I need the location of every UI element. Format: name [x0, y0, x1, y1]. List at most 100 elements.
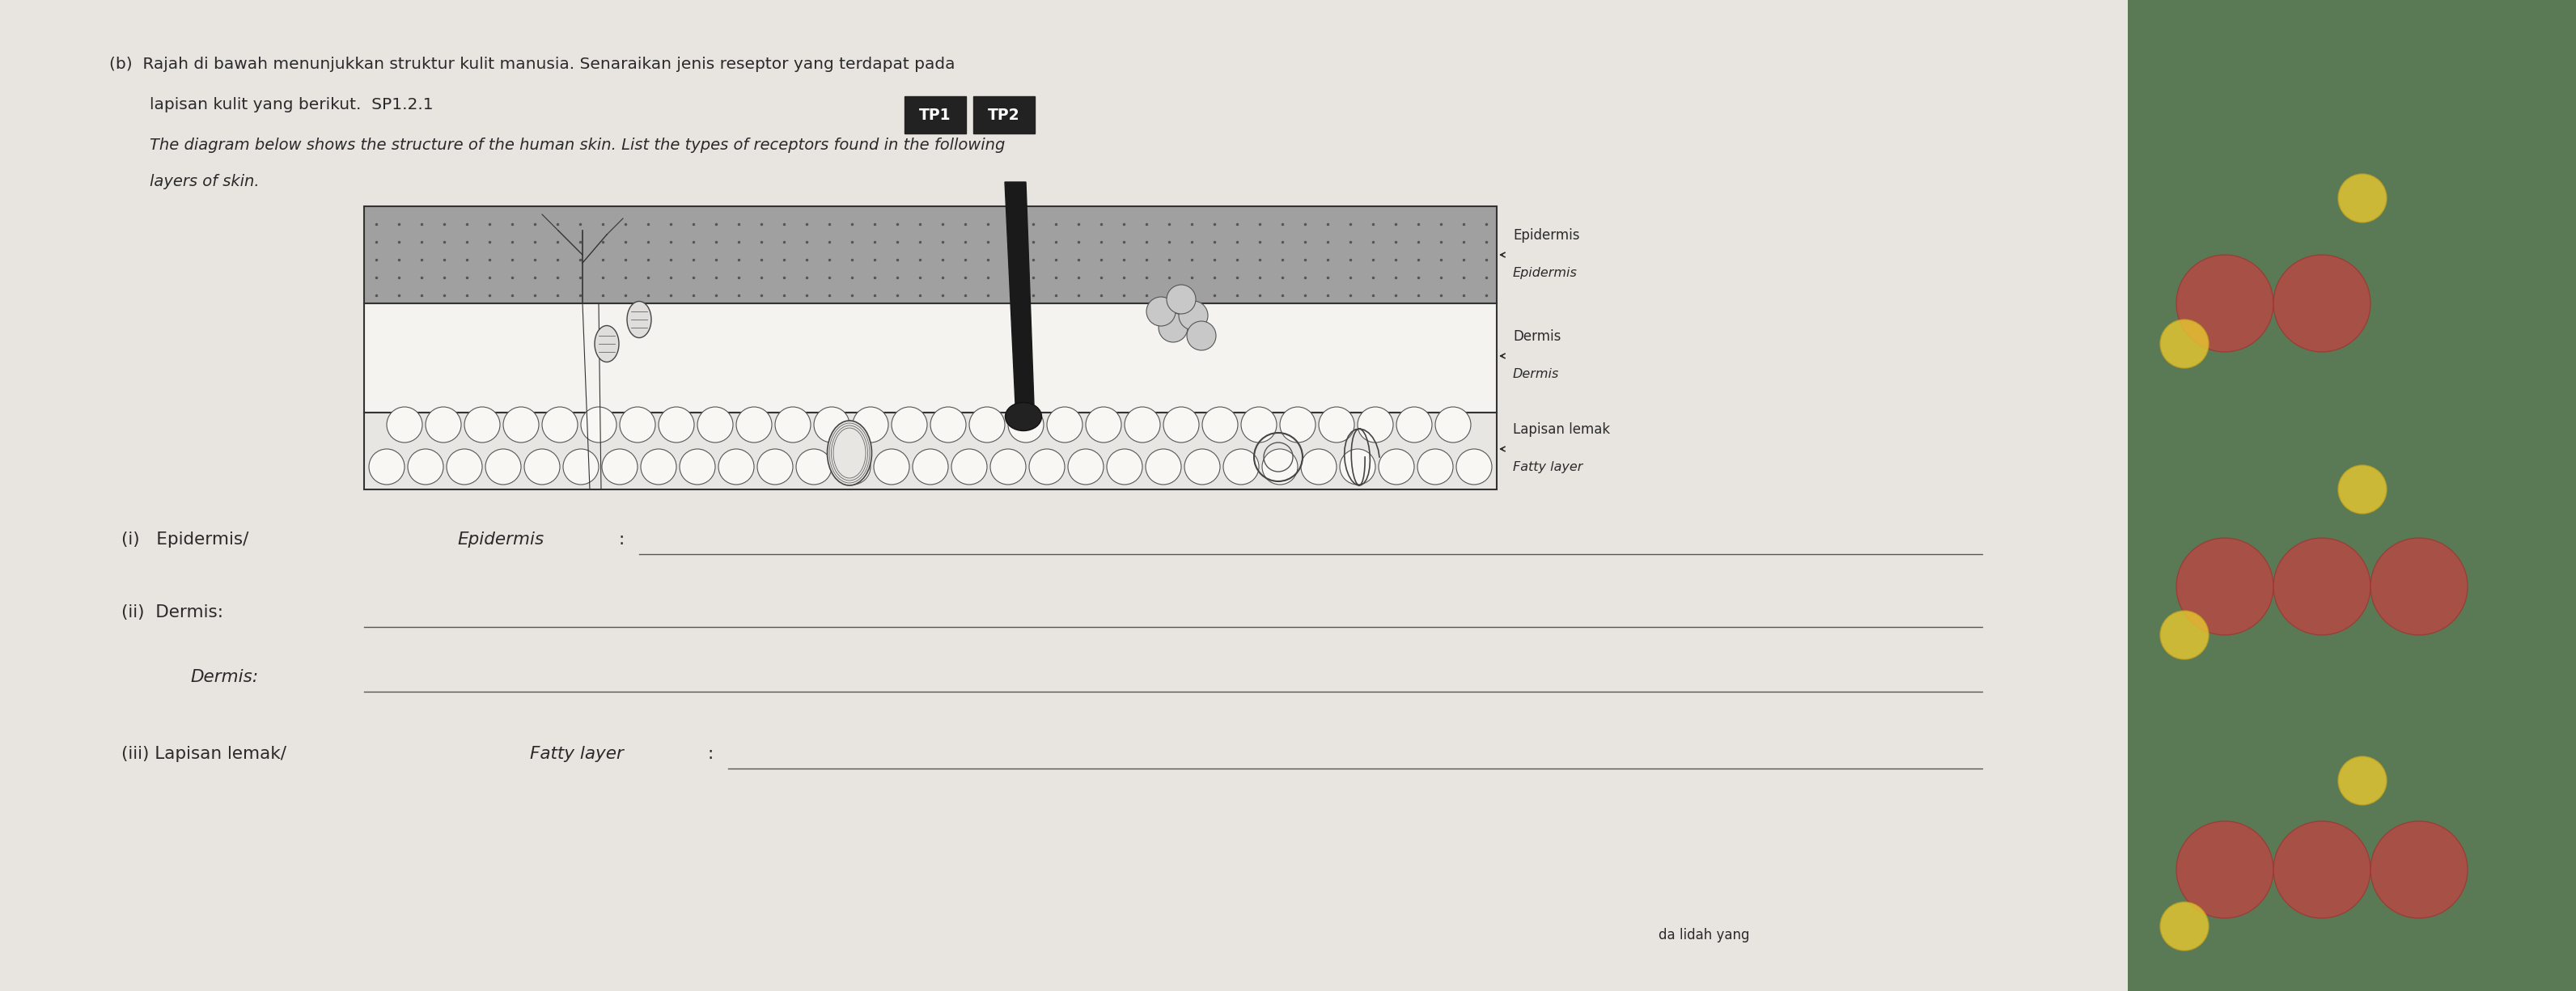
Circle shape: [2161, 319, 2208, 368]
Circle shape: [1164, 407, 1198, 443]
Circle shape: [1319, 407, 1355, 443]
Circle shape: [386, 407, 422, 443]
Circle shape: [1159, 313, 1188, 342]
Circle shape: [1108, 449, 1141, 485]
Circle shape: [775, 407, 811, 443]
Circle shape: [796, 449, 832, 485]
Text: :: :: [618, 531, 626, 548]
Text: :: :: [708, 746, 714, 762]
Circle shape: [502, 407, 538, 443]
Text: The diagram below shows the structure of the human skin. List the types of recep: The diagram below shows the structure of…: [149, 138, 1005, 153]
Text: (b)  Rajah di bawah menunjukkan struktur kulit manusia. Senaraikan jenis resepto: (b) Rajah di bawah menunjukkan struktur …: [108, 56, 956, 72]
Text: Dermis:: Dermis:: [191, 669, 258, 685]
Circle shape: [1180, 301, 1208, 330]
Circle shape: [1262, 449, 1298, 485]
Circle shape: [951, 449, 987, 485]
Circle shape: [853, 407, 889, 443]
Text: TP1: TP1: [920, 107, 951, 123]
Circle shape: [1417, 449, 1453, 485]
Ellipse shape: [1005, 402, 1041, 431]
Bar: [363, 206, 1497, 303]
Circle shape: [659, 407, 693, 443]
Text: Epidermis: Epidermis: [1512, 228, 1579, 243]
Circle shape: [1167, 284, 1195, 314]
Circle shape: [541, 407, 577, 443]
Ellipse shape: [626, 301, 652, 338]
Circle shape: [814, 407, 850, 443]
Circle shape: [912, 449, 948, 485]
Circle shape: [2275, 255, 2370, 352]
Circle shape: [641, 449, 677, 485]
Circle shape: [564, 449, 598, 485]
Circle shape: [2370, 822, 2468, 919]
Circle shape: [582, 407, 616, 443]
Circle shape: [737, 407, 773, 443]
Circle shape: [835, 449, 871, 485]
Bar: [2128, 0, 2576, 991]
Circle shape: [1301, 449, 1337, 485]
Text: Dermis: Dermis: [1512, 329, 1561, 344]
Ellipse shape: [827, 420, 871, 486]
Circle shape: [1188, 321, 1216, 350]
Text: lapisan kulit yang berikut.  SP1.2.1: lapisan kulit yang berikut. SP1.2.1: [149, 97, 438, 112]
Text: Fatty layer: Fatty layer: [1512, 461, 1582, 474]
Circle shape: [603, 449, 636, 485]
Circle shape: [680, 449, 716, 485]
Circle shape: [425, 407, 461, 443]
Circle shape: [1242, 407, 1278, 443]
Text: (i)   Epidermis/: (i) Epidermis/: [121, 531, 250, 548]
Circle shape: [2339, 174, 2388, 222]
Circle shape: [2177, 822, 2275, 919]
Circle shape: [2275, 538, 2370, 635]
Text: (iii) Lapisan lemak/: (iii) Lapisan lemak/: [121, 746, 286, 762]
Text: (ii)  Dermis:: (ii) Dermis:: [121, 605, 224, 620]
Text: TP2: TP2: [989, 107, 1020, 123]
Circle shape: [464, 407, 500, 443]
Circle shape: [1146, 449, 1182, 485]
Circle shape: [368, 449, 404, 485]
Circle shape: [1224, 449, 1260, 485]
Circle shape: [407, 449, 443, 485]
Circle shape: [1028, 449, 1064, 485]
Circle shape: [1455, 449, 1492, 485]
Circle shape: [2339, 465, 2388, 513]
Circle shape: [1435, 407, 1471, 443]
Bar: [363, 412, 1497, 490]
Circle shape: [969, 407, 1005, 443]
Circle shape: [2275, 822, 2370, 919]
Circle shape: [719, 449, 755, 485]
Circle shape: [2370, 538, 2468, 635]
Circle shape: [2161, 610, 2208, 659]
Circle shape: [446, 449, 482, 485]
Text: da lidah yang: da lidah yang: [1659, 928, 1749, 942]
Circle shape: [1069, 449, 1103, 485]
Circle shape: [2177, 255, 2275, 352]
Circle shape: [1340, 449, 1376, 485]
Circle shape: [1185, 449, 1221, 485]
Circle shape: [2177, 538, 2275, 635]
Ellipse shape: [595, 326, 618, 362]
Text: Dermis: Dermis: [1512, 368, 1558, 381]
Circle shape: [930, 407, 966, 443]
Text: Lapisan lemak: Lapisan lemak: [1512, 422, 1610, 437]
FancyBboxPatch shape: [904, 96, 966, 134]
Bar: [0, 0, 2143, 991]
Circle shape: [526, 449, 559, 485]
Circle shape: [698, 407, 734, 443]
Circle shape: [2161, 902, 2208, 950]
Circle shape: [873, 449, 909, 485]
Circle shape: [1280, 407, 1316, 443]
FancyBboxPatch shape: [974, 96, 1036, 134]
Text: layers of skin.: layers of skin.: [149, 174, 260, 189]
Bar: [363, 303, 1497, 412]
Text: Epidermis: Epidermis: [1512, 267, 1577, 279]
Circle shape: [484, 449, 520, 485]
Polygon shape: [1005, 182, 1033, 404]
Circle shape: [621, 407, 654, 443]
Circle shape: [1378, 449, 1414, 485]
Circle shape: [1396, 407, 1432, 443]
Circle shape: [757, 449, 793, 485]
Circle shape: [1203, 407, 1239, 443]
Text: Fatty layer: Fatty layer: [531, 746, 623, 762]
Circle shape: [1358, 407, 1394, 443]
